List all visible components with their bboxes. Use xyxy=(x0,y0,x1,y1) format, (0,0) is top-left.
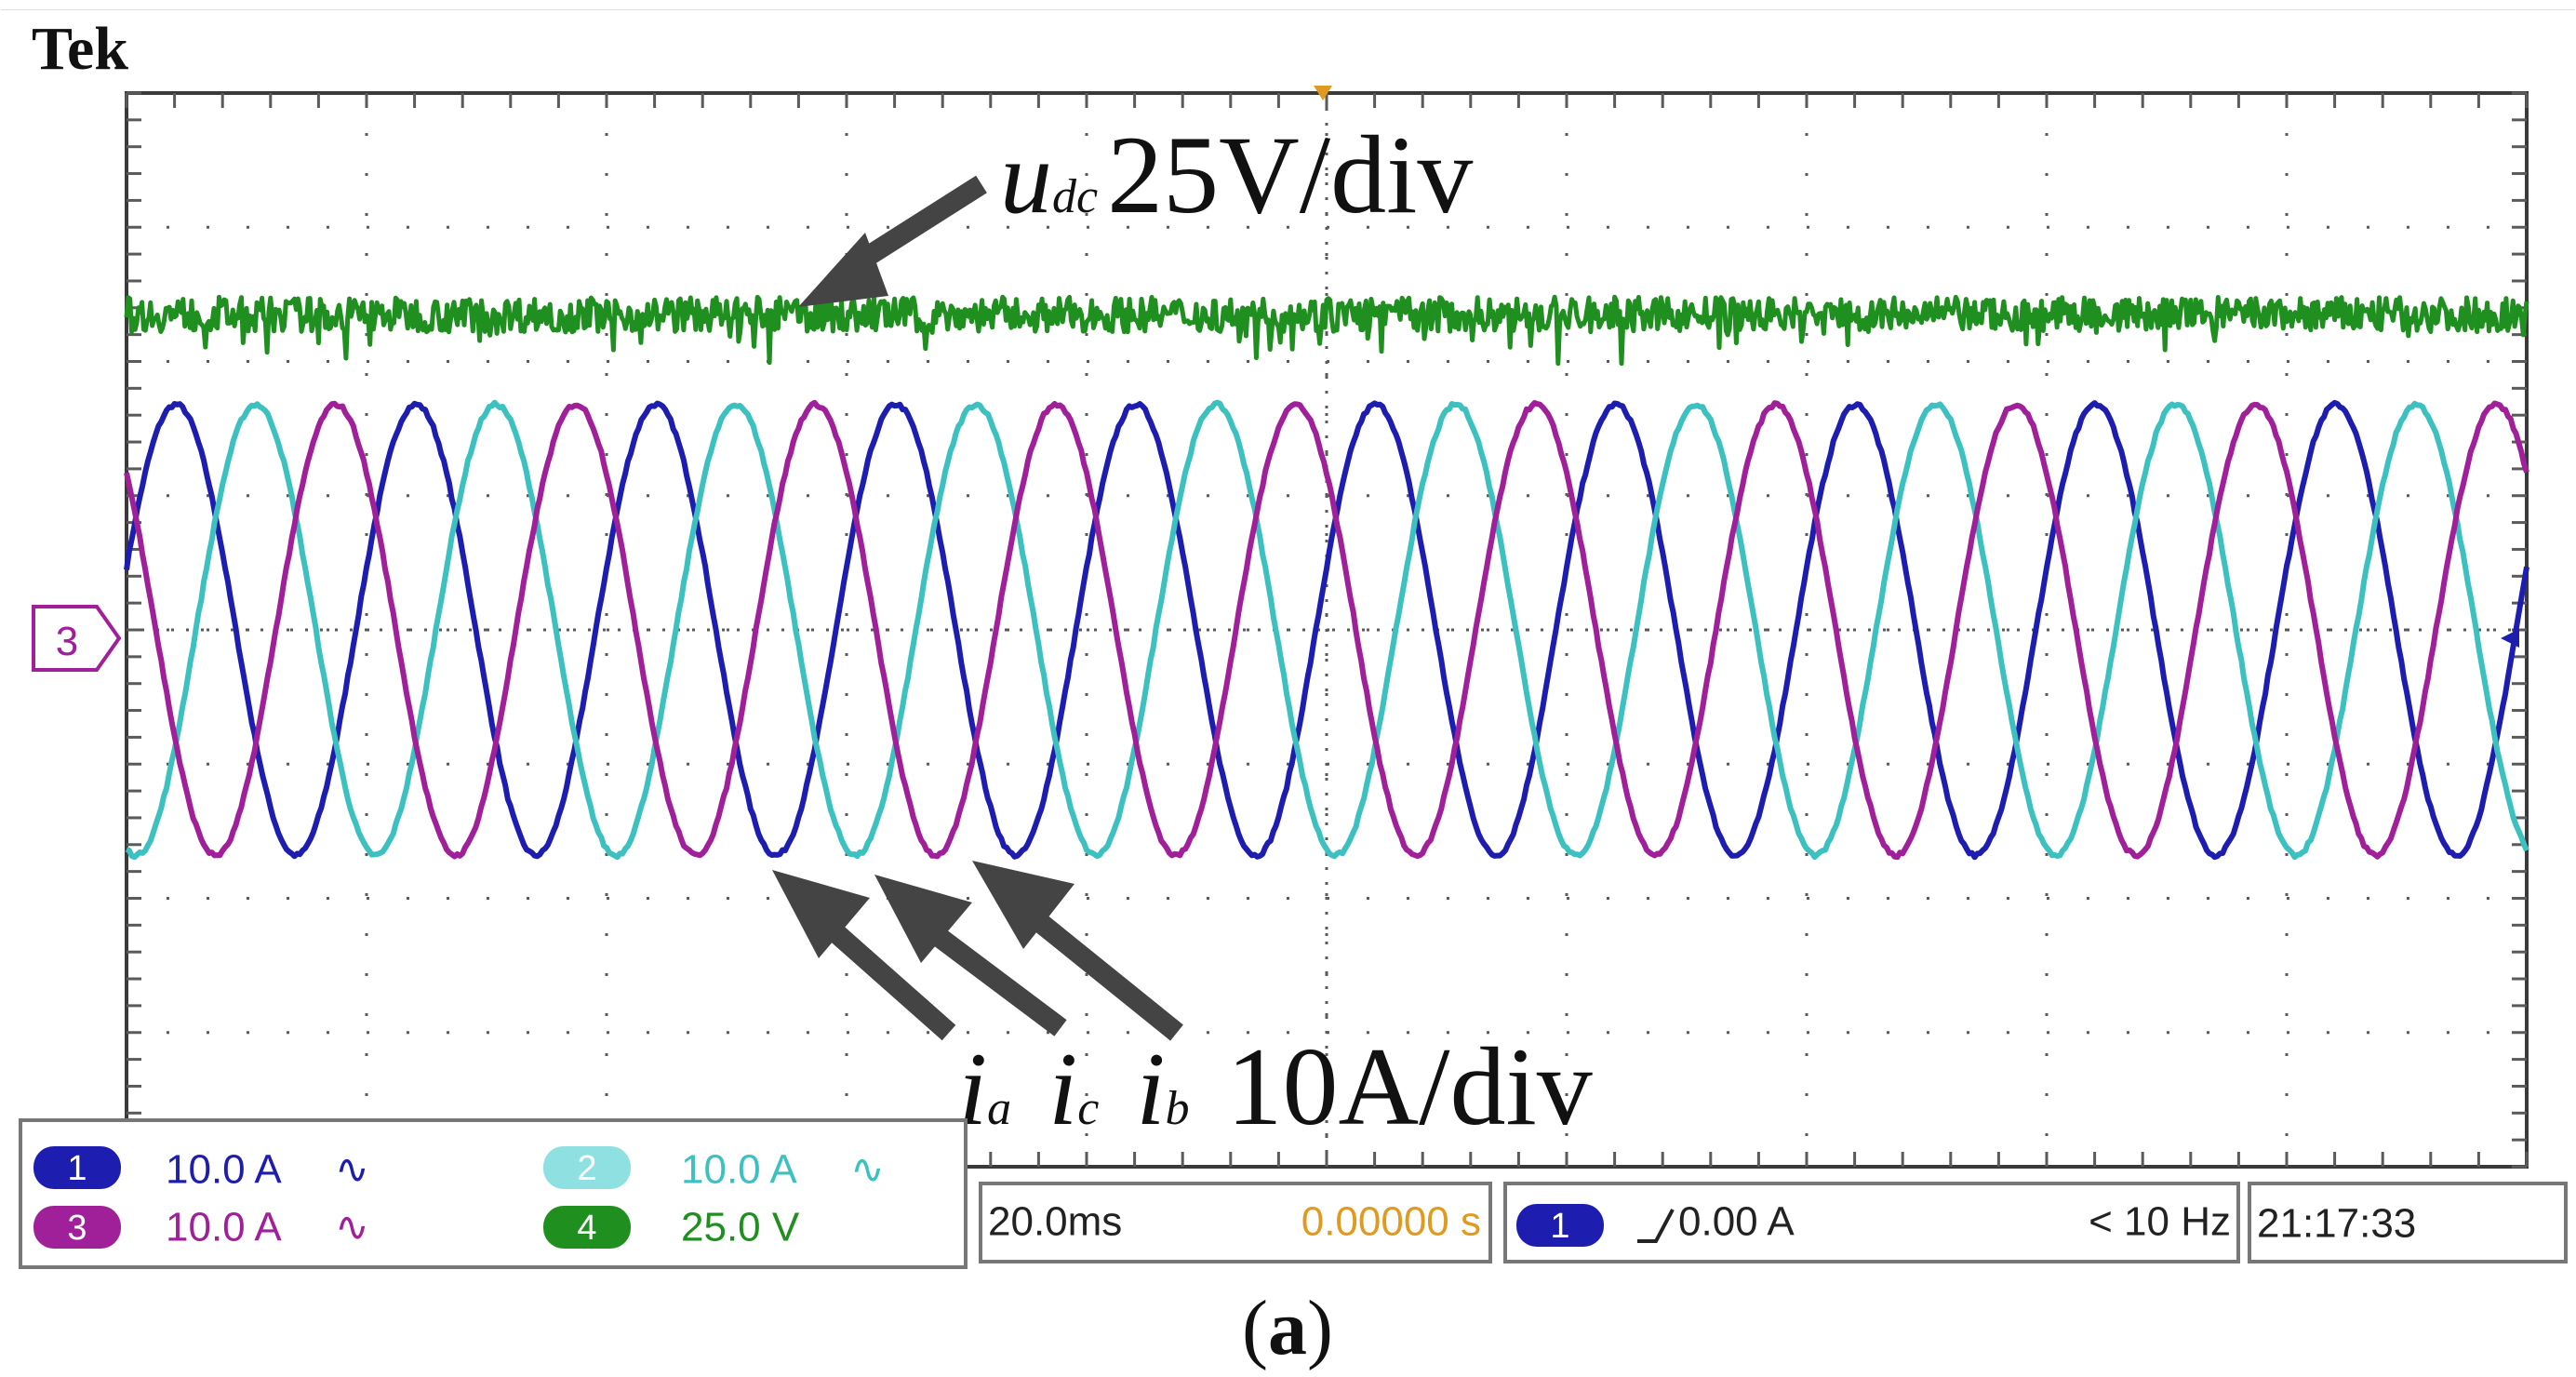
arrow-ib xyxy=(972,861,1183,1041)
ch3-number: 3 xyxy=(67,1209,87,1248)
ground-marker-label: 3 xyxy=(56,619,78,664)
ia-subscript: a xyxy=(987,1082,1011,1135)
time-per-div: 20.0ms xyxy=(988,1199,1122,1245)
current-scale: 10A/div xyxy=(1226,1024,1592,1148)
udc-annotation: udc25V/div xyxy=(1000,113,1473,236)
trigger-frequency: < 10 Hz xyxy=(2089,1199,2231,1245)
ch2-number: 2 xyxy=(577,1149,596,1188)
trigger-level: 0.00 A xyxy=(1678,1199,1795,1245)
annotation-arrows xyxy=(772,175,1183,1041)
ch4-number: 4 xyxy=(577,1209,596,1248)
arrow-ia xyxy=(772,870,956,1041)
udc-scale: 25V/div xyxy=(1107,113,1473,236)
trigger-level-icon xyxy=(2501,629,2519,648)
ib-subscript: b xyxy=(1165,1082,1189,1135)
ch1-coupling-icon: ∿ xyxy=(335,1147,369,1193)
svg-text:udc25V/div: udc25V/div xyxy=(1000,113,1473,236)
time-position: 0.00000 s xyxy=(1301,1199,1481,1245)
figure-label: a xyxy=(1268,1285,1307,1371)
ch3-scale: 10.0 A xyxy=(166,1205,282,1250)
graticule xyxy=(125,91,2529,1169)
rising-edge-icon xyxy=(1637,1209,1675,1243)
timebase-panel: 20.0ms 0.00000 s xyxy=(979,1182,1492,1263)
clock: 21:17:33 xyxy=(2257,1201,2416,1247)
ch1-scale: 10.0 A xyxy=(166,1147,282,1193)
udc-symbol: u xyxy=(1000,120,1052,235)
current-annotation: ia ic ib 10A/div xyxy=(958,1024,1593,1148)
ib-symbol: i xyxy=(1136,1032,1165,1147)
ic-subscript: c xyxy=(1077,1082,1099,1135)
ch2-scale: 10.0 A xyxy=(681,1147,797,1193)
ground-marker-ch3: 3 xyxy=(32,605,122,672)
channel-panel: 1 10.0 A ∿ 2 10.0 A ∿ 3 10.0 A ∿ 4 25.0 … xyxy=(19,1118,968,1269)
ch3-coupling-icon: ∿ xyxy=(335,1205,369,1250)
trace-udc xyxy=(124,294,2529,367)
arrow-ic xyxy=(874,875,1067,1036)
trace-ic xyxy=(125,399,2529,861)
trigger-panel: 1 0.00 A < 10 Hz xyxy=(1503,1182,2240,1263)
brand-label: Tek xyxy=(32,15,128,83)
trace-ia xyxy=(124,399,2529,861)
ch4-scale: 25.0 V xyxy=(681,1205,800,1250)
channel-1-readout: 1 10.0 A ∿ xyxy=(33,1146,369,1193)
ic-symbol: i xyxy=(1048,1032,1077,1147)
udc-subscript: dc xyxy=(1052,170,1098,223)
waveform-traces xyxy=(124,294,2529,861)
trigger-position-marker-icon xyxy=(1314,86,1332,100)
ch2-coupling-icon: ∿ xyxy=(850,1147,885,1193)
channel-3-readout: 3 10.0 A ∿ xyxy=(33,1205,369,1250)
trigger-channel: 1 xyxy=(1550,1207,1569,1246)
arrow-udc xyxy=(798,175,987,307)
ch1-number: 1 xyxy=(67,1149,87,1188)
clock-panel: 21:17:33 xyxy=(2248,1182,2568,1263)
channel-2-readout: 2 10.0 A ∿ xyxy=(543,1146,885,1193)
trace-ib xyxy=(124,399,2529,861)
figure-caption: (a) xyxy=(1242,1285,1333,1371)
channel-4-readout: 4 25.0 V xyxy=(543,1205,800,1250)
